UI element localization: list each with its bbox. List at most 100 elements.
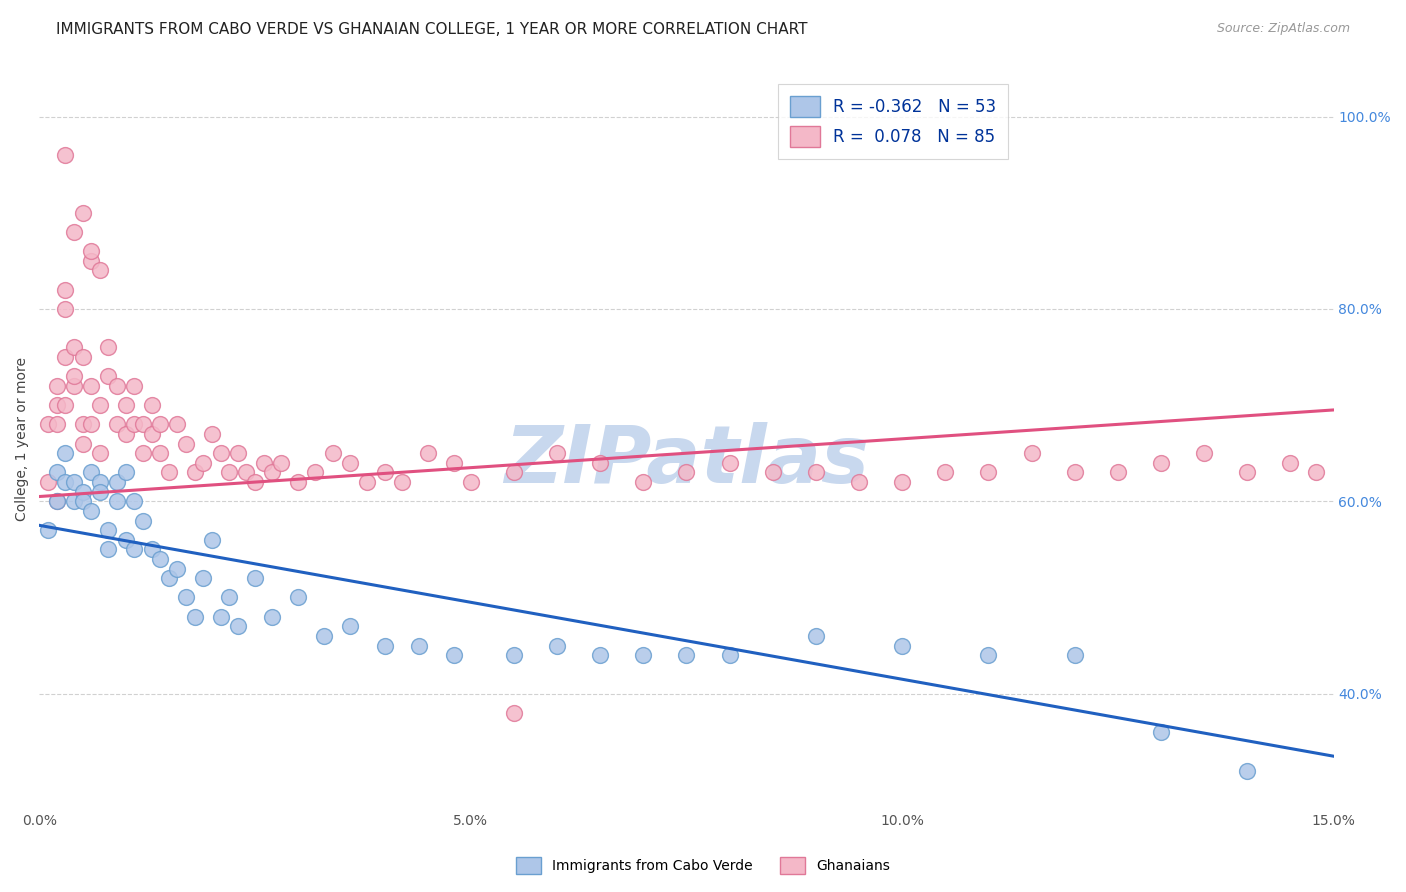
Point (1236, 764, 1258, 778)
Point (53, 398, 76, 412)
Point (183, 466, 205, 480)
Point (53, 301, 76, 316)
Point (546, 639, 568, 653)
Point (45, 466, 67, 480)
Point (45, 379, 67, 393)
Point (63, 340, 86, 354)
Point (72, 484, 94, 499)
Point (72, 417, 94, 432)
Point (45, 494, 67, 508)
Point (114, 466, 136, 480)
Point (243, 571, 266, 585)
Point (322, 446, 344, 460)
Point (891, 475, 914, 489)
Point (201, 533, 224, 547)
Point (89, 446, 111, 460)
Point (45, 494, 67, 508)
Point (89, 475, 111, 489)
Point (132, 514, 155, 528)
Y-axis label: College, 1 year or more: College, 1 year or more (15, 357, 30, 521)
Point (1063, 466, 1085, 480)
Point (804, 629, 827, 643)
Point (105, 494, 128, 508)
Point (80, 253, 103, 268)
Point (209, 446, 232, 460)
Point (218, 591, 240, 605)
Point (633, 648, 655, 663)
Point (848, 475, 870, 489)
Point (80, 417, 103, 432)
Point (891, 639, 914, 653)
Point (53, 446, 76, 460)
Point (132, 417, 155, 432)
Point (53, 283, 76, 297)
Point (63, 225, 86, 239)
Point (243, 475, 266, 489)
Point (124, 542, 146, 557)
Text: Source: ZipAtlas.com: Source: ZipAtlas.com (1216, 22, 1350, 36)
Point (1107, 466, 1129, 480)
Point (124, 417, 146, 432)
Point (339, 456, 361, 470)
Point (157, 571, 180, 585)
Point (314, 629, 336, 643)
Point (373, 466, 395, 480)
Point (718, 648, 741, 663)
Point (114, 533, 136, 547)
Point (633, 475, 655, 489)
Point (762, 466, 785, 480)
Point (97, 523, 120, 537)
Point (80, 244, 103, 259)
Point (589, 456, 612, 470)
Point (174, 591, 197, 605)
Point (166, 417, 188, 432)
Point (124, 379, 146, 393)
Point (105, 475, 128, 489)
Point (45, 398, 67, 412)
Point (201, 427, 224, 442)
Point (218, 466, 240, 480)
Point (193, 456, 215, 470)
Point (1150, 725, 1173, 739)
Point (718, 456, 741, 470)
Point (262, 609, 284, 624)
Point (141, 542, 163, 557)
Point (416, 446, 439, 460)
Point (114, 398, 136, 412)
Point (89, 263, 111, 277)
Point (63, 475, 86, 489)
Point (977, 466, 1000, 480)
Point (193, 571, 215, 585)
Point (356, 475, 378, 489)
Point (114, 427, 136, 442)
Point (235, 466, 257, 480)
Point (174, 436, 197, 450)
Point (72, 436, 94, 450)
Point (72, 494, 94, 508)
Point (124, 494, 146, 508)
Point (460, 475, 482, 489)
Point (443, 456, 465, 470)
Point (132, 446, 155, 460)
Point (1063, 648, 1085, 663)
Point (72, 350, 94, 364)
Point (141, 427, 163, 442)
Point (80, 466, 103, 480)
Point (253, 456, 276, 470)
Point (80, 379, 103, 393)
Point (1236, 466, 1258, 480)
Point (157, 466, 180, 480)
Point (1305, 466, 1327, 480)
Point (97, 369, 120, 384)
Point (589, 648, 612, 663)
Point (141, 398, 163, 412)
Point (339, 619, 361, 633)
Text: IMMIGRANTS FROM CABO VERDE VS GHANAIAN COLLEGE, 1 YEAR OR MORE CORRELATION CHART: IMMIGRANTS FROM CABO VERDE VS GHANAIAN C… (56, 22, 807, 37)
Point (63, 369, 86, 384)
Point (262, 466, 284, 480)
Point (503, 706, 526, 720)
Point (1021, 446, 1043, 460)
Point (63, 379, 86, 393)
Point (977, 648, 1000, 663)
Point (37, 523, 59, 537)
